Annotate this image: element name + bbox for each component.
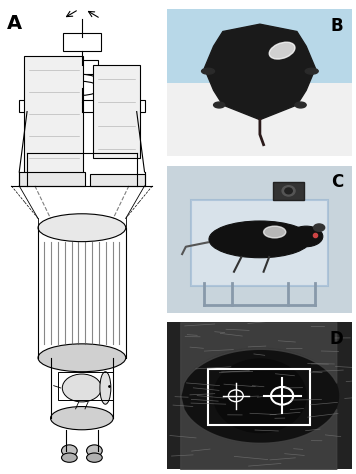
- FancyBboxPatch shape: [167, 166, 352, 313]
- Circle shape: [100, 372, 111, 404]
- FancyBboxPatch shape: [167, 83, 352, 156]
- Ellipse shape: [305, 68, 318, 74]
- Text: C: C: [331, 173, 343, 191]
- FancyBboxPatch shape: [19, 100, 145, 111]
- Ellipse shape: [65, 82, 99, 95]
- FancyBboxPatch shape: [66, 61, 98, 74]
- Polygon shape: [204, 24, 315, 119]
- Ellipse shape: [263, 226, 286, 238]
- Ellipse shape: [181, 348, 339, 444]
- Ellipse shape: [289, 226, 323, 246]
- Ellipse shape: [209, 221, 311, 258]
- Ellipse shape: [201, 68, 215, 74]
- FancyBboxPatch shape: [63, 33, 101, 51]
- Text: D: D: [329, 330, 343, 347]
- Circle shape: [282, 186, 295, 196]
- FancyBboxPatch shape: [90, 174, 145, 186]
- Ellipse shape: [38, 344, 126, 372]
- FancyBboxPatch shape: [192, 200, 328, 286]
- Ellipse shape: [87, 445, 102, 456]
- Text: B: B: [331, 17, 343, 35]
- FancyBboxPatch shape: [167, 322, 352, 469]
- Ellipse shape: [62, 374, 101, 402]
- FancyBboxPatch shape: [273, 182, 304, 200]
- Ellipse shape: [62, 453, 77, 462]
- Ellipse shape: [295, 102, 306, 108]
- Ellipse shape: [62, 445, 77, 456]
- FancyBboxPatch shape: [93, 65, 140, 158]
- Text: A: A: [7, 14, 22, 33]
- Ellipse shape: [87, 453, 102, 462]
- FancyBboxPatch shape: [19, 172, 85, 186]
- Ellipse shape: [269, 42, 295, 59]
- Ellipse shape: [314, 224, 325, 231]
- Ellipse shape: [38, 214, 126, 242]
- Circle shape: [214, 359, 306, 432]
- Ellipse shape: [214, 102, 225, 108]
- Circle shape: [285, 188, 292, 194]
- FancyBboxPatch shape: [24, 56, 83, 177]
- Ellipse shape: [51, 407, 113, 430]
- Ellipse shape: [65, 74, 99, 88]
- FancyBboxPatch shape: [167, 9, 352, 156]
